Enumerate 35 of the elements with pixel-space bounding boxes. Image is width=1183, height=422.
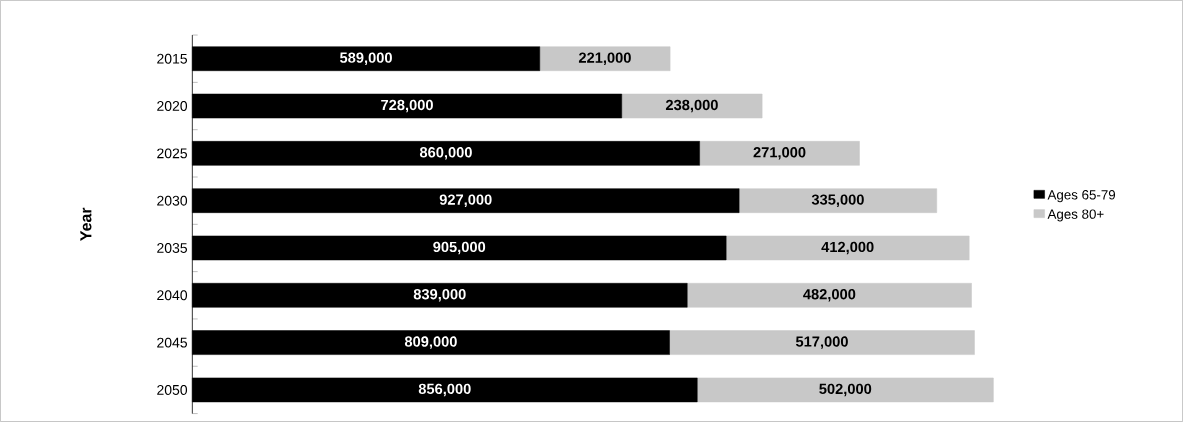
data-label: 809,000 [404, 336, 457, 349]
y-tick-label: 2015 [157, 53, 188, 64]
data-label: 839,000 [413, 289, 466, 302]
y-tick-label: 2020 [157, 101, 188, 112]
y-tick-label: 2040 [157, 290, 188, 301]
data-label: 271,000 [753, 147, 806, 160]
data-label: 482,000 [803, 289, 856, 302]
data-label: 589,000 [340, 52, 392, 65]
y-axis-title: Year [80, 207, 92, 241]
bar [725, 235, 970, 261]
data-label: 502,000 [819, 383, 872, 397]
bar [699, 141, 860, 166]
y-tick-label: 2035 [157, 243, 188, 253]
data-label: 412,000 [821, 241, 874, 255]
bar [738, 188, 937, 213]
data-label: 517,000 [795, 336, 848, 349]
data-label: 728,000 [381, 99, 433, 113]
data-label: 335,000 [811, 194, 864, 207]
bar [686, 283, 972, 308]
bar [621, 93, 763, 119]
y-tick-label: 2050 [157, 384, 188, 395]
bar [539, 46, 671, 71]
y-tick-label: 2025 [157, 148, 188, 159]
data-label: 860,000 [419, 147, 472, 160]
legend-label: Ages 80+ [1047, 209, 1104, 222]
y-tick-label: 2030 [157, 195, 188, 206]
data-label: 221,000 [578, 52, 631, 65]
data-label: 927,000 [439, 194, 492, 207]
data-label: 905,000 [433, 241, 486, 255]
data-label: 856,000 [418, 383, 471, 397]
legend-label: Ages 65-79 [1047, 190, 1116, 203]
bar [669, 330, 975, 355]
y-tick-label: 2045 [157, 337, 188, 348]
bar [696, 377, 994, 403]
data-label: 238,000 [665, 99, 718, 113]
